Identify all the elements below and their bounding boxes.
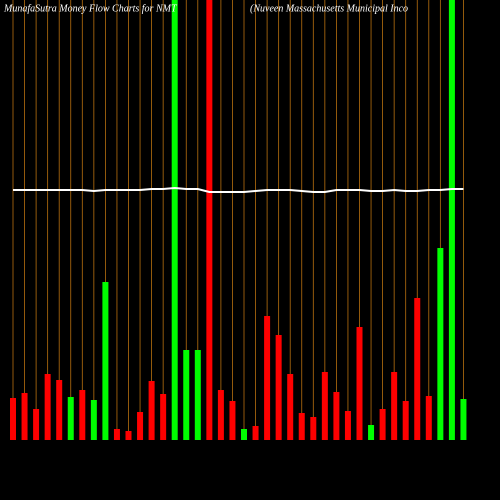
bar (448, 0, 455, 440)
bar (171, 0, 178, 440)
bar (344, 411, 351, 440)
bars (10, 0, 467, 440)
bar (160, 394, 167, 440)
bar (10, 398, 16, 440)
lines (13, 186, 464, 193)
bar (356, 327, 363, 440)
bar (264, 316, 271, 440)
bar (298, 413, 305, 440)
bar (206, 0, 213, 440)
bar (79, 390, 86, 440)
bar (56, 380, 63, 440)
bar (229, 401, 236, 440)
bar (310, 417, 317, 440)
bar (183, 350, 190, 440)
bar (252, 426, 259, 440)
bar (90, 400, 97, 440)
bar (241, 429, 247, 440)
bar (21, 393, 28, 440)
bar (414, 298, 421, 440)
bar (102, 282, 109, 440)
bar (391, 372, 398, 440)
bar (44, 374, 51, 440)
bar (287, 374, 294, 440)
bar (402, 401, 409, 440)
bar (379, 409, 386, 440)
bar (125, 431, 132, 440)
bar (194, 350, 201, 440)
chart-title: MunafaSutra Money Flow Charts for NMT (3, 3, 178, 14)
bar (137, 412, 144, 440)
bar (425, 396, 432, 440)
price-line (13, 186, 464, 193)
bar (148, 381, 155, 440)
bar (368, 425, 375, 440)
chart-subtitle: (Nuveen Massachusetts Municipal Inco (250, 3, 408, 14)
bar (67, 397, 74, 440)
bar (33, 409, 40, 440)
bar (217, 390, 224, 440)
bar (321, 372, 328, 440)
bar (460, 399, 467, 440)
bar (113, 429, 120, 440)
bar (437, 248, 444, 440)
bar (275, 335, 282, 440)
bar (333, 392, 340, 440)
